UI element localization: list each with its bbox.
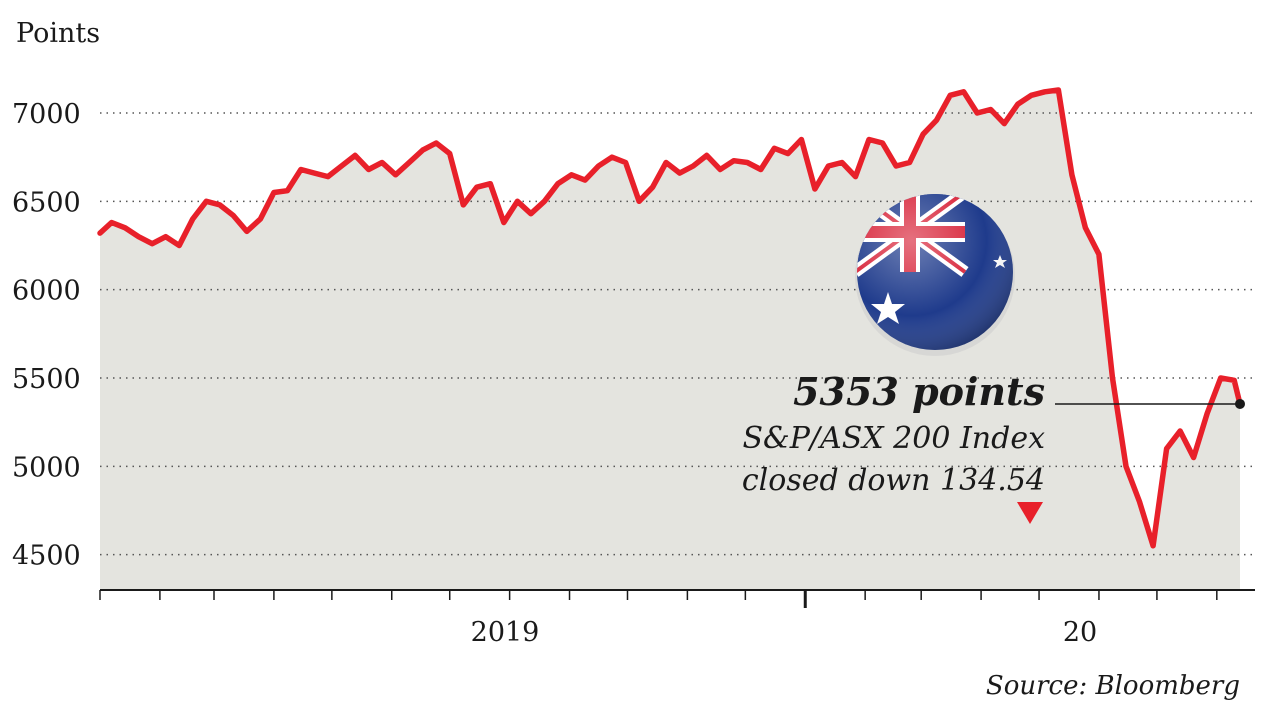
- y-tick-label: 5000: [12, 452, 81, 483]
- x-tick-label: 20: [1063, 617, 1097, 648]
- callout-end-dot: [1235, 398, 1245, 409]
- callout: 5353 points S&P/ASX 200 Index closed dow…: [742, 369, 1245, 524]
- callout-value: 5353 points: [793, 369, 1045, 414]
- y-axis-label: Points: [16, 18, 100, 49]
- source-label: Source: Bloomberg: [986, 671, 1240, 701]
- callout-change: closed down 134.54: [742, 463, 1045, 498]
- series-group: [97, 87, 1243, 549]
- callout-index-name: S&P/ASX 200 Index: [742, 421, 1045, 456]
- x-axis: [99, 589, 1255, 608]
- y-tick-label: 5500: [12, 364, 81, 395]
- x-tick-label: 2019: [471, 617, 540, 648]
- grid-lines: 4500 5000 5500 6000 6500 7000: [12, 99, 1255, 572]
- down-arrow-icon: [1017, 502, 1043, 524]
- y-tick-label: 7000: [12, 99, 81, 130]
- y-tick-label: 4500: [12, 541, 81, 572]
- y-tick-label: 6500: [12, 187, 81, 218]
- y-tick-label: 6000: [12, 276, 81, 307]
- australia-flag-icon: [855, 194, 1015, 356]
- labels-group: Points 2019 20 Source: Bloomberg: [16, 18, 1240, 701]
- series-line: [97, 87, 1243, 549]
